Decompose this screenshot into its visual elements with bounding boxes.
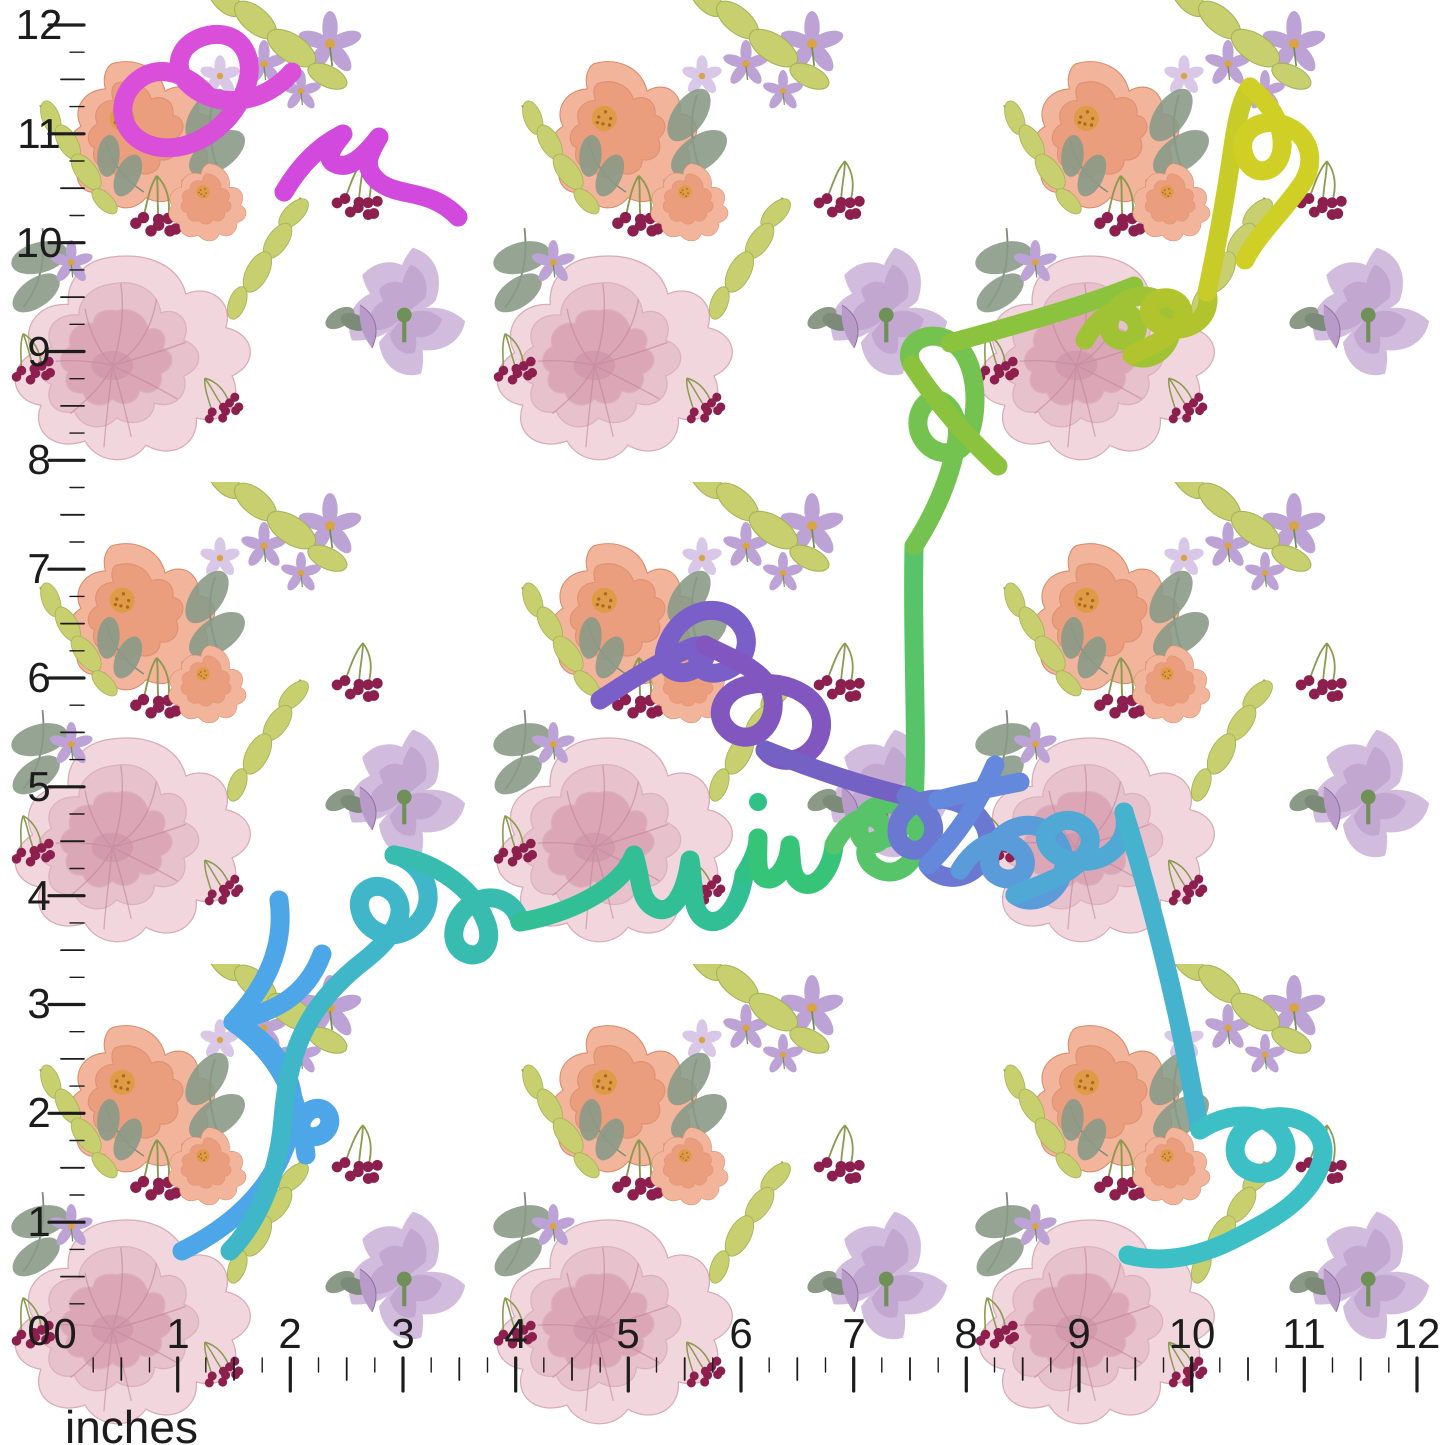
svg-text:11: 11: [1282, 1310, 1326, 1357]
svg-text:4: 4: [27, 872, 50, 919]
svg-text:4: 4: [504, 1310, 527, 1357]
svg-text:8: 8: [27, 436, 50, 483]
svg-text:7: 7: [842, 1310, 865, 1357]
svg-text:9: 9: [27, 328, 50, 375]
svg-text:12: 12: [16, 1, 63, 48]
svg-text:9: 9: [1067, 1310, 1090, 1357]
svg-text:11: 11: [17, 110, 61, 157]
svg-text:5: 5: [616, 1310, 639, 1357]
svg-text:7: 7: [27, 545, 50, 592]
svg-text:1: 1: [166, 1310, 189, 1357]
svg-text:6: 6: [729, 1310, 752, 1357]
svg-text:0: 0: [53, 1310, 76, 1357]
svg-text:10: 10: [16, 219, 63, 266]
svg-text:8: 8: [954, 1310, 977, 1357]
svg-text:2: 2: [278, 1310, 301, 1357]
svg-text:0: 0: [27, 1307, 50, 1354]
svg-text:5: 5: [27, 763, 50, 810]
svg-text:10: 10: [1169, 1310, 1216, 1357]
svg-text:2: 2: [27, 1089, 50, 1136]
svg-text:12: 12: [1394, 1310, 1441, 1357]
svg-text:3: 3: [391, 1310, 414, 1357]
svg-text:6: 6: [27, 654, 50, 701]
svg-text:1: 1: [27, 1198, 50, 1245]
svg-text:3: 3: [27, 980, 50, 1027]
svg-text:inches: inches: [65, 1401, 198, 1445]
